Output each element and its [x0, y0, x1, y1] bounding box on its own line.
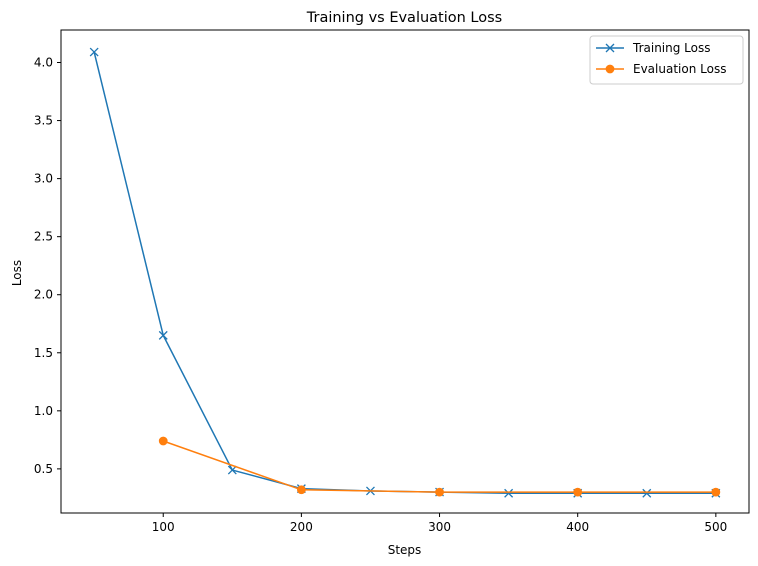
y-tick-label: 1.0 — [34, 404, 53, 418]
legend: Training Loss Evaluation Loss — [589, 35, 744, 85]
legend-box — [589, 35, 744, 85]
training-loss-point — [642, 488, 652, 498]
y-axis-ticks: 0.5 1.0 1.5 2.0 2.5 3.0 3.5 4.0 — [34, 56, 61, 476]
evaluation-loss-point — [711, 487, 721, 497]
legend-label: Training Loss — [632, 41, 710, 55]
evaluation-loss-point — [296, 485, 306, 495]
legend-marker — [605, 64, 615, 74]
training-loss-point — [89, 47, 99, 57]
y-tick-label: 3.0 — [34, 172, 53, 186]
training-loss-point — [227, 465, 237, 475]
plot-frame — [60, 29, 750, 514]
x-tick-label: 100 — [152, 520, 175, 534]
x-axis-ticks: 100 200 300 400 500 — [152, 513, 727, 534]
y-tick-label: 2.5 — [34, 230, 53, 244]
y-tick-label: 3.5 — [34, 114, 53, 128]
legend-entry-training-loss: Training Loss — [596, 41, 710, 55]
x-tick-label: 400 — [566, 520, 589, 534]
legend-label: Evaluation Loss — [633, 62, 726, 76]
series-layer — [89, 47, 721, 498]
y-tick-label: 2.0 — [34, 288, 53, 302]
training-loss-point — [158, 330, 168, 340]
chart-title: Training vs Evaluation Loss — [306, 10, 503, 26]
evaluation-loss-point — [158, 436, 168, 446]
y-tick-label: 0.5 — [34, 462, 53, 476]
x-tick-label: 500 — [704, 520, 727, 534]
y-axis-label: Loss — [10, 260, 24, 286]
y-tick-label: 4.0 — [34, 56, 53, 70]
training-loss-point — [504, 488, 514, 498]
x-tick-label: 300 — [428, 520, 451, 534]
x-axis-label: Steps — [388, 543, 422, 557]
evaluation-loss-point — [435, 487, 444, 497]
x-tick-label: 200 — [290, 520, 313, 534]
legend-marker — [605, 43, 615, 53]
legend-entry-evaluation-loss: Evaluation Loss — [596, 62, 726, 76]
evaluation-loss-point — [573, 487, 583, 497]
y-tick-label: 1.5 — [34, 346, 53, 360]
evaluation-loss-series — [158, 436, 721, 497]
